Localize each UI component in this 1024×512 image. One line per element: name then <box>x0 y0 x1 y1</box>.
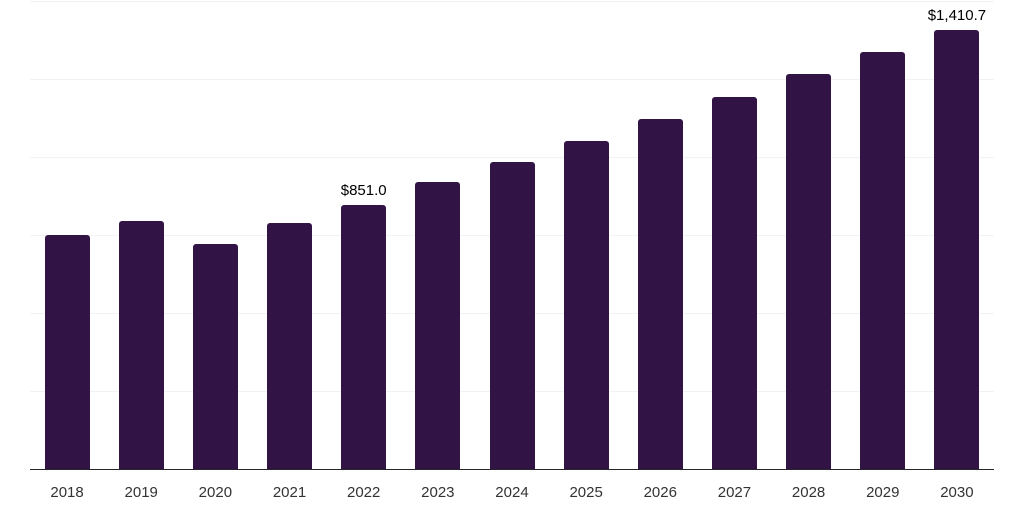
bar-2024 <box>489 162 535 470</box>
x-tick-label-2018: 2018 <box>50 484 84 501</box>
x-axis-tick-labels: 2018 2019 2020 2021 2022 2023 2024 2025 2026 2027… <box>30 483 994 505</box>
gridline-1000 <box>30 157 994 158</box>
bar-2023 <box>415 182 461 470</box>
x-tick-label-2030: 2030 <box>940 484 974 501</box>
data-label-2022: $851.0 <box>340 181 387 199</box>
x-tick-label-2021: 2021 <box>272 484 307 501</box>
x-tick-label-2022: 2022 <box>346 484 381 501</box>
x-tick-label-2025: 2025 <box>569 484 603 501</box>
x-tick-label-2029: 2029 <box>866 484 900 501</box>
x-tick-label-2024: 2024 <box>495 484 529 501</box>
bar-2028 <box>786 73 832 470</box>
bar-2019 <box>118 221 164 470</box>
x-tick-label-2028: 2028 <box>791 484 826 501</box>
bar-2027 <box>711 97 757 470</box>
data-label-2030: $1,410.7 <box>927 6 987 24</box>
plot-area: $851.0 $1,410.7 <box>30 1 994 470</box>
bar-2022 <box>341 204 387 470</box>
bar-2026 <box>637 119 683 470</box>
bar-2029 <box>860 51 906 470</box>
x-tick-label-2026: 2026 <box>643 484 677 501</box>
x-tick-label-2023: 2023 <box>421 484 455 501</box>
bar-2018 <box>44 235 90 470</box>
x-axis-line <box>30 468 994 470</box>
x-tick-label-2020: 2020 <box>198 484 233 501</box>
gridline-1250 <box>30 79 994 80</box>
bar-2030 <box>934 29 980 470</box>
x-tick-label-2027: 2027 <box>717 484 752 501</box>
gridline-1500 <box>30 1 994 2</box>
x-tick-label-2019: 2019 <box>124 484 158 501</box>
bar-2025 <box>563 141 609 470</box>
bar-2020 <box>192 244 238 470</box>
bar-2021 <box>267 222 313 470</box>
